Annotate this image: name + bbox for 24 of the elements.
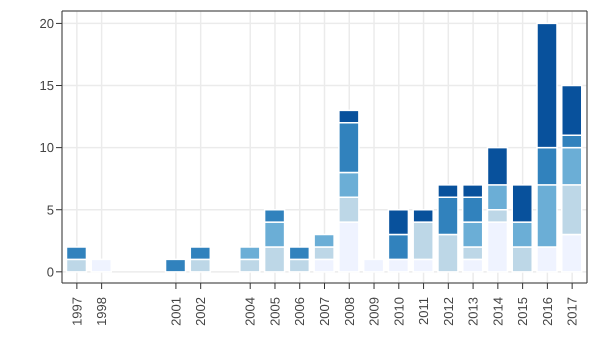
y-tick-label: 15 [40, 78, 54, 94]
y-tick-label: 20 [40, 16, 54, 32]
y-tick-label: 0 [46, 264, 54, 280]
x-tick-label: 2011 [416, 297, 432, 325]
x-tick-label: 2006 [292, 297, 308, 326]
x-tick-label: 2013 [466, 297, 481, 326]
bar [164, 258, 186, 273]
y-tick-label: 10 [40, 140, 54, 156]
x-tick-label: 2005 [267, 297, 282, 326]
x-tick-label: 2015 [515, 297, 530, 326]
x-tick-label: 2014 [490, 297, 506, 326]
x-tick-label: 2009 [366, 297, 382, 326]
y-tick-label: 5 [46, 202, 54, 218]
x-tick-label: 2002 [193, 297, 208, 326]
x-tick-label: 1998 [94, 297, 110, 326]
x-tick-label: 2016 [540, 297, 555, 326]
x-tick-label: 2004 [242, 297, 258, 326]
x-tick-label: 1997 [69, 297, 84, 326]
x-tick-label: 2017 [564, 297, 580, 326]
x-tick-label: 2007 [317, 297, 332, 326]
x-tick-label: 2012 [440, 297, 456, 326]
x-tick-label: 2008 [342, 297, 357, 326]
x-tick-label: 2001 [168, 297, 184, 326]
x-tick-label: 2010 [391, 297, 406, 326]
